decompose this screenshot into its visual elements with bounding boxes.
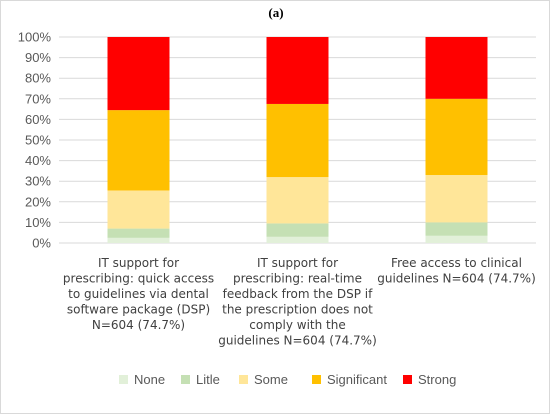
bar-segment-none xyxy=(425,235,488,243)
legend-label: None xyxy=(134,372,165,387)
y-tick-label: 60% xyxy=(25,112,51,127)
bar-segment-none xyxy=(107,237,170,243)
y-tick-label: 50% xyxy=(25,133,51,148)
y-tick-label: 10% xyxy=(25,215,51,230)
category-label: to guidelines via dental xyxy=(68,287,209,301)
bar-segment-significant xyxy=(107,110,170,191)
y-tick-label: 40% xyxy=(25,153,51,168)
category-label: N=604 (74.7%) xyxy=(92,318,185,332)
category-label: software package (DSP) xyxy=(67,303,210,317)
legend-label: Litle xyxy=(196,372,220,387)
bar-segment-strong xyxy=(266,37,329,104)
bar-segment-none xyxy=(266,236,329,243)
bar-segment-litle xyxy=(425,222,488,236)
y-tick-label: 0% xyxy=(32,236,51,251)
y-tick-label: 20% xyxy=(25,194,51,209)
category-label: Free access to clinical xyxy=(391,256,522,270)
legend-label: Some xyxy=(254,372,288,387)
category-label: guidelines N=604 (74.7%) xyxy=(218,334,377,348)
y-tick-label: 70% xyxy=(25,91,51,106)
category-label: IT support for xyxy=(257,256,338,270)
legend-swatch-none xyxy=(119,375,128,384)
y-tick-label: 30% xyxy=(25,174,51,189)
category-label: prescribing: quick access xyxy=(63,272,214,286)
bar-segment-significant xyxy=(425,98,488,176)
bar-segment-some xyxy=(107,190,170,229)
y-tick-label: 80% xyxy=(25,71,51,86)
bar-segment-litle xyxy=(107,228,170,238)
legend-swatch-litle xyxy=(181,375,190,384)
legend-label: Significant xyxy=(327,372,387,387)
category-label: comply with the xyxy=(249,318,345,332)
chart-title: (a) xyxy=(268,5,284,20)
legend-swatch-some xyxy=(239,375,248,384)
category-label: prescribing: real-time xyxy=(233,272,362,286)
bar-segment-strong xyxy=(425,37,488,99)
category-label: the prescription does not xyxy=(222,303,373,317)
bar-segment-significant xyxy=(266,103,329,178)
bar-segment-strong xyxy=(107,37,170,111)
legend-swatch-significant xyxy=(312,375,321,384)
bar-segment-litle xyxy=(266,223,329,237)
category-label: guidelines N=604 (74.7%) xyxy=(377,272,536,286)
y-tick-label: 90% xyxy=(25,50,51,65)
category-label: feedback from the DSP if xyxy=(223,287,373,301)
legend-label: Strong xyxy=(418,372,456,387)
y-tick-label: 100% xyxy=(18,30,52,45)
legend-swatch-strong xyxy=(403,375,412,384)
bar-segment-some xyxy=(266,177,329,224)
bar-segment-some xyxy=(425,175,488,223)
category-label: IT support for xyxy=(98,256,179,270)
